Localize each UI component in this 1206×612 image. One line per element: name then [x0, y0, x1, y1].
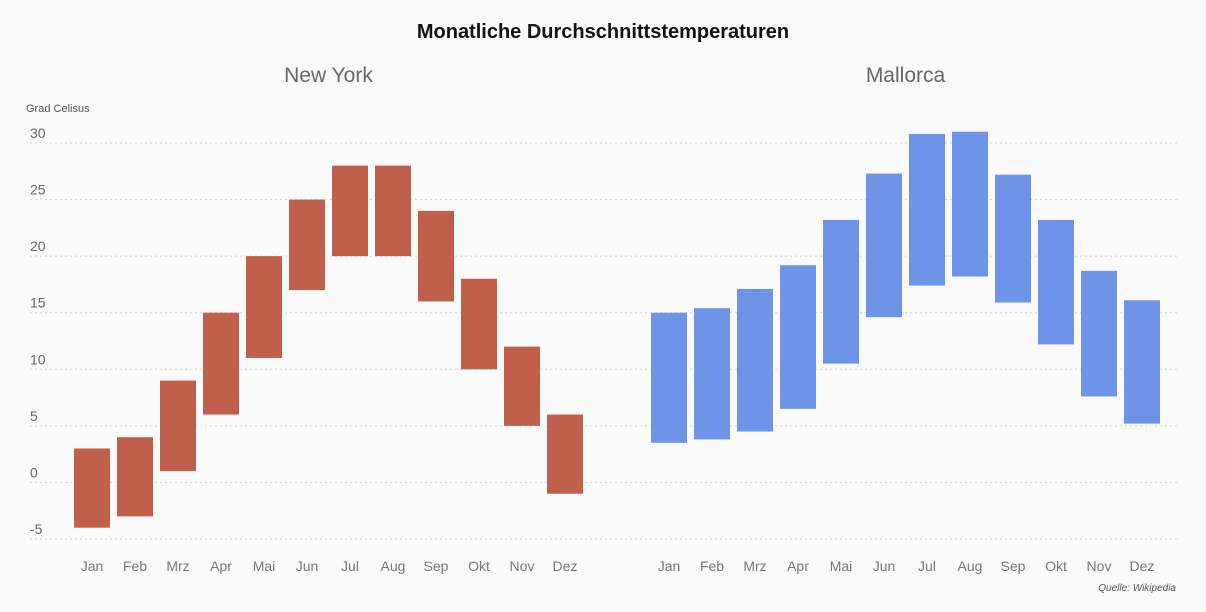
x-tick-label: Jul — [341, 558, 359, 574]
x-tick-label: Mai — [253, 558, 276, 574]
bar-jul — [332, 165, 368, 257]
x-tick-label: Mrz — [743, 558, 766, 574]
bar-mai — [246, 256, 282, 358]
source-note: Quelle: Wikipedia — [1098, 583, 1176, 594]
bar-nov — [504, 346, 540, 426]
bar-aug — [952, 131, 988, 277]
y-tick-label: 15 — [30, 295, 46, 311]
bar-mrz — [737, 288, 773, 432]
bar-mai — [823, 219, 859, 364]
bar-jul — [909, 133, 945, 286]
bar-okt — [1038, 219, 1074, 345]
panel-new-york: New York Jan Feb Mrz Apr Mai Jun Jul Aug Sep Okt No… — [74, 64, 583, 574]
x-tick-label: Okt — [1045, 558, 1067, 574]
bar-sep — [995, 174, 1031, 303]
bar-apr — [780, 265, 816, 409]
panel-title: New York — [284, 64, 373, 87]
x-tick-label: Jul — [918, 558, 936, 574]
x-tick-label: Sep — [424, 558, 449, 574]
bar-sep — [418, 210, 454, 302]
x-tick-label: Jan — [658, 558, 681, 574]
x-tick-label: Mai — [830, 558, 853, 574]
chart-title: Monatliche Durchschnittstemperaturen — [417, 21, 789, 43]
x-tick-label: Dez — [553, 558, 578, 574]
y-axis-ticks: -5 0 5 10 15 20 25 30 — [30, 125, 46, 537]
x-tick-label: Aug — [958, 558, 983, 574]
panel-title: Mallorca — [866, 64, 946, 87]
y-tick-label: 5 — [30, 408, 38, 424]
y-tick-label: 10 — [30, 351, 46, 367]
x-tick-label: Okt — [468, 558, 490, 574]
x-tick-label: Jun — [296, 558, 319, 574]
bar-aug — [375, 165, 411, 257]
bar-apr — [203, 312, 239, 415]
bar-dez — [1124, 300, 1160, 424]
x-tick-label: Nov — [510, 558, 535, 574]
x-tick-label: Apr — [787, 558, 809, 574]
bar-feb — [117, 437, 153, 517]
x-tick-label: Mrz — [166, 558, 189, 574]
x-tick-label: Jan — [81, 558, 104, 574]
bar-dez — [547, 414, 583, 494]
x-tick-label: Sep — [1001, 558, 1026, 574]
bar-jan — [651, 312, 687, 443]
chart-panels: New York Jan Feb Mrz Apr Mai Jun Jul Aug Sep Okt No… — [74, 64, 1160, 574]
x-tick-label: Dez — [1130, 558, 1155, 574]
x-tick-label: Jun — [873, 558, 896, 574]
x-tick-label: Feb — [123, 558, 147, 574]
x-tick-label: Aug — [381, 558, 406, 574]
y-tick-label: 25 — [30, 182, 46, 198]
bar-feb — [694, 308, 730, 440]
x-tick-label: Nov — [1087, 558, 1112, 574]
y-tick-label: 30 — [30, 125, 46, 141]
x-tick-label: Feb — [700, 558, 724, 574]
panel-mallorca: Mallorca Jan Feb Mrz Apr Mai Jun Jul Aug Sep Okt No… — [651, 64, 1160, 574]
y-axis-label: Grad Celisus — [26, 103, 90, 115]
bar-okt — [461, 278, 497, 370]
y-tick-label: 0 — [30, 464, 38, 480]
bar-nov — [1081, 270, 1117, 397]
bar-jun — [866, 173, 902, 318]
y-tick-label: 20 — [30, 238, 46, 254]
bar-mrz — [160, 380, 196, 472]
bar-jan — [74, 448, 110, 528]
y-tick-label: -5 — [30, 521, 43, 537]
bar-jun — [289, 199, 325, 291]
x-tick-label: Apr — [210, 558, 232, 574]
